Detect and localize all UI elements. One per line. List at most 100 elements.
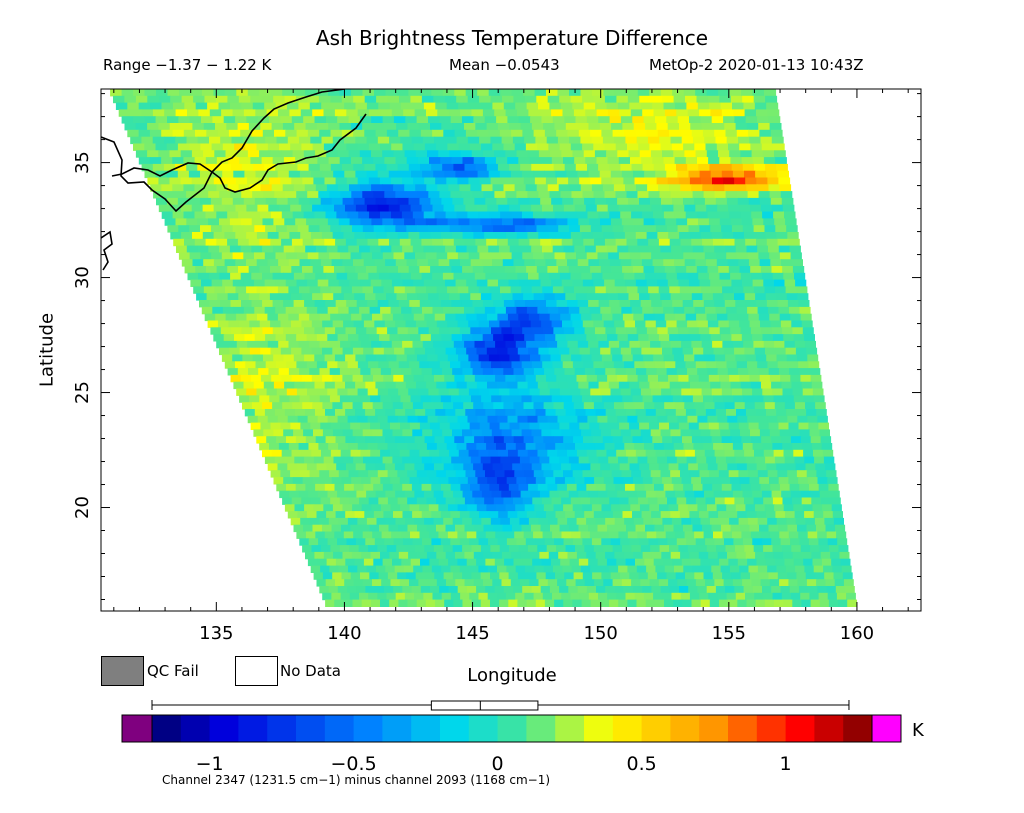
heatmap-cell <box>337 538 347 546</box>
heatmap-cell <box>590 225 603 233</box>
heatmap-cell <box>722 232 734 240</box>
heatmap-cell <box>393 511 404 519</box>
heatmap-cell <box>352 402 364 410</box>
heatmap-cell <box>178 116 191 124</box>
heatmap-cell <box>653 354 665 362</box>
heatmap-cell <box>355 538 366 546</box>
heatmap-cell <box>458 102 471 110</box>
heatmap-cell <box>694 490 705 499</box>
heatmap-cell <box>564 477 576 485</box>
heatmap-cell <box>373 123 386 131</box>
heatmap-cell <box>786 293 798 301</box>
heatmap-cell <box>316 245 328 253</box>
heatmap-cell <box>547 381 559 390</box>
heatmap-cell <box>593 95 606 104</box>
heatmap-cell <box>750 143 763 151</box>
heatmap-cell <box>750 483 762 492</box>
heatmap-cell <box>492 184 505 192</box>
heatmap-cell <box>771 327 783 335</box>
heatmap-cell <box>777 572 788 580</box>
heatmap-cell <box>312 204 324 213</box>
heatmap-cell <box>662 395 674 403</box>
heatmap-cell <box>327 306 339 315</box>
heatmap-cell <box>702 483 713 492</box>
heatmap-cell <box>150 102 163 110</box>
heatmap-cell <box>471 517 482 526</box>
heatmap-cell <box>685 361 697 369</box>
heatmap-cell <box>330 545 341 553</box>
heatmap-cell <box>501 395 512 403</box>
heatmap-cell <box>469 511 480 519</box>
heatmap-cell <box>527 232 539 240</box>
heatmap-cell <box>393 374 405 383</box>
heatmap-cell <box>562 320 573 328</box>
heatmap-cell <box>763 395 775 403</box>
heatmap-cell <box>380 109 393 117</box>
heatmap-cell <box>235 361 246 369</box>
heatmap-cell <box>379 177 392 185</box>
heatmap-cell <box>407 524 418 533</box>
heatmap-cell <box>376 327 388 335</box>
heatmap-cell <box>483 191 495 199</box>
heatmap-cell <box>305 123 318 131</box>
heatmap-cell <box>319 225 331 233</box>
heatmap-cell <box>589 306 601 315</box>
heatmap-cell <box>605 409 617 417</box>
heatmap-cell <box>654 599 665 607</box>
heatmap-cell <box>601 504 612 512</box>
heatmap-cell <box>336 211 348 219</box>
heatmap-cell <box>273 218 285 226</box>
heatmap-cell <box>664 565 675 573</box>
heatmap-cell <box>704 136 717 145</box>
heatmap-cell <box>453 163 466 172</box>
heatmap-cell <box>152 163 165 172</box>
heatmap-cell <box>436 470 447 478</box>
heatmap-cell <box>518 197 530 206</box>
heatmap-cell <box>673 443 685 451</box>
heatmap-cell <box>451 456 462 464</box>
heatmap-cell <box>492 551 503 560</box>
heatmap-cell <box>298 197 311 206</box>
heatmap-cell <box>348 565 358 573</box>
heatmap-cell <box>621 218 634 226</box>
heatmap-cell <box>588 524 599 533</box>
heatmap-cell <box>801 497 812 505</box>
heatmap-cell <box>211 252 223 260</box>
heatmap-cell <box>446 177 458 185</box>
heatmap-cell <box>812 388 824 396</box>
heatmap-cell <box>826 470 837 478</box>
heatmap-cell <box>342 374 354 383</box>
heatmap-cell <box>755 599 766 607</box>
heatmap-cell <box>286 436 297 444</box>
heatmap-cell <box>823 511 834 519</box>
heatmap-cell <box>531 463 543 471</box>
heatmap-cell <box>415 409 426 417</box>
heatmap-cell <box>448 504 459 512</box>
heatmap-cell <box>563 245 575 253</box>
heatmap-cell <box>503 102 516 110</box>
heatmap-cell <box>297 463 308 471</box>
heatmap-cell <box>330 313 342 322</box>
heatmap-cell <box>533 129 546 138</box>
heatmap-cell <box>744 545 755 553</box>
heatmap-cell <box>582 395 593 403</box>
heatmap-cell <box>421 368 433 376</box>
heatmap-cell <box>475 470 486 478</box>
heatmap-cell <box>650 95 663 104</box>
heatmap-cell <box>505 340 517 349</box>
heatmap-cell <box>560 354 572 362</box>
colorbar-segment <box>756 715 787 742</box>
heatmap-cell <box>353 95 366 104</box>
heatmap-cell <box>643 592 654 601</box>
heatmap-cell <box>447 286 459 294</box>
heatmap-cell <box>680 184 692 192</box>
heatmap-cell <box>807 531 818 539</box>
heatmap-cell <box>739 477 751 485</box>
heatmap-cell <box>700 599 711 607</box>
heatmap-cell <box>306 361 318 369</box>
heatmap-cell <box>405 517 416 526</box>
heatmap-cell <box>787 300 799 308</box>
heatmap-cell <box>506 477 517 485</box>
heatmap-cell <box>641 470 652 478</box>
heatmap-cell <box>529 579 540 587</box>
